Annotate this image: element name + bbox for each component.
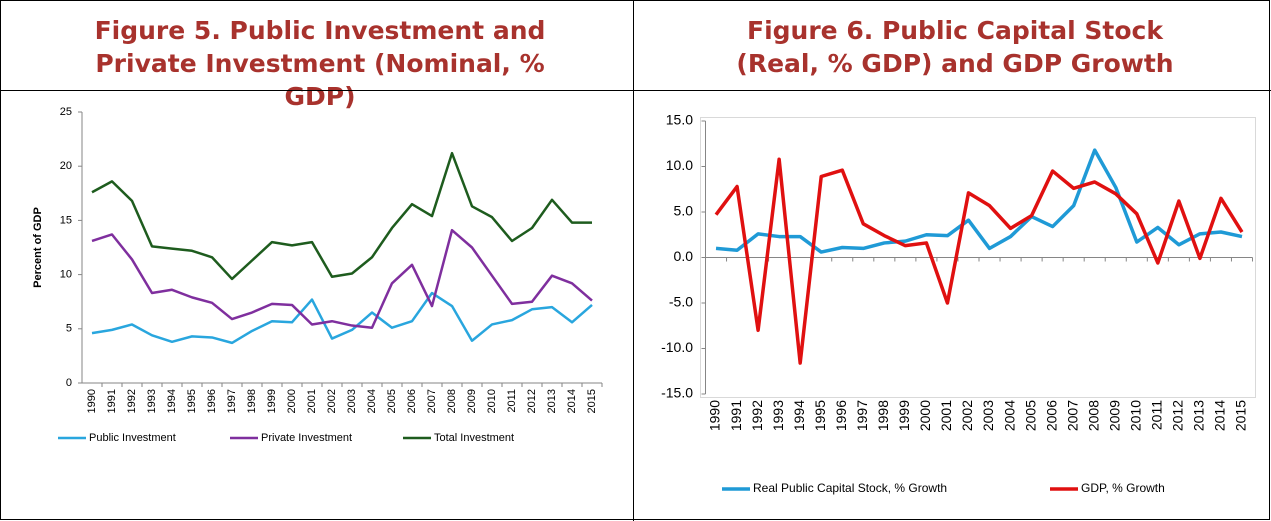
legend-label: Private Investment [261,432,352,444]
x-tick-label: 2009 [466,389,478,413]
x-tick-label: 2010 [1127,400,1143,431]
x-tick-label: 1994 [166,389,178,413]
legend-label: GDP, % Growth [1081,481,1165,495]
x-tick-label: 2006 [406,389,418,413]
x-tick-label: 1991 [106,389,118,413]
x-tick-label: 2012 [526,389,538,413]
x-tick-label: 1990 [707,400,723,431]
legend-label: Public Investment [89,432,176,444]
x-tick-label: 1995 [812,400,828,431]
x-tick-label: 2002 [959,400,975,431]
x-tick-label: 2003 [980,400,996,431]
y-tick-label: -15.0 [661,385,693,401]
x-tick-label: 2000 [917,400,933,431]
x-tick-label: 2006 [1043,400,1059,431]
x-tick-label: 2001 [938,400,954,431]
x-tick-label: 2002 [326,389,338,413]
series-line [91,291,593,345]
x-tick-label: 2008 [1085,400,1101,431]
y-tick-label: 15.0 [666,112,693,128]
x-tick-label: 2000 [286,389,298,413]
series-line [715,148,1243,254]
x-tick-label: 2014 [566,389,578,413]
x-tick-label: 2013 [546,389,558,413]
y-tick-label: 5.0 [674,203,694,219]
x-tick-label: 1998 [875,400,891,431]
x-tick-label: 1994 [791,400,807,431]
x-tick-label: 2004 [1001,400,1017,431]
legend-label: Total Investment [434,432,514,444]
plot-area [700,117,1256,398]
x-tick-label: 2004 [366,389,378,413]
x-tick-label: 2012 [1170,400,1186,431]
x-tick-label: 2015 [586,389,598,413]
y-tick-label: 5 [66,323,72,335]
x-tick-label: 1992 [749,400,765,431]
x-tick-label: 2011 [506,389,518,413]
x-tick-label: 1992 [126,389,138,413]
figure-title: Figure 6. Public Capital Stock (Real, % … [736,16,1174,78]
y-tick-label: 10.0 [666,157,693,173]
y-tick-label: 0 [66,377,72,389]
x-tick-label: 1993 [770,400,786,431]
x-tick-label: 2010 [486,389,498,413]
x-tick-label: 1993 [146,389,158,413]
x-tick-label: 2001 [306,389,318,413]
x-tick-label: 2003 [346,389,358,413]
x-tick-label: 1998 [246,389,258,413]
x-tick-label: 1997 [226,389,238,413]
figure-title: Figure 5. Public Investment and Private … [94,16,546,111]
x-tick-label: 2009 [1106,400,1122,431]
legend-label: Real Public Capital Stock, % Growth [753,481,947,495]
x-tick-label: 1995 [186,389,198,413]
series-line [91,228,593,329]
x-tick-label: 2007 [426,389,438,413]
y-tick-label: 10 [60,269,72,281]
x-tick-label: 2014 [1212,400,1228,431]
x-tick-label: 1999 [896,400,912,431]
x-tick-label: 1990 [86,389,98,413]
y-tick-label: 25 [60,106,72,118]
x-tick-label: 1991 [728,400,744,431]
x-tick-label: 2005 [386,389,398,413]
x-tick-label: 1996 [833,400,849,431]
series-line [91,151,592,281]
x-tick-label: 2015 [1233,400,1249,431]
y-tick-label: 20 [60,160,72,172]
y-tick-label: 15 [60,214,72,226]
y-axis-label: Percent of GDP [32,207,44,288]
y-tick-label: -10.0 [661,339,693,355]
x-tick-label: 2011 [1149,400,1165,430]
x-tick-label: 1999 [266,389,278,413]
x-tick-label: 1997 [854,400,870,431]
series-line [714,157,1244,365]
x-tick-label: 2008 [446,389,458,413]
x-tick-label: 2005 [1022,400,1038,431]
y-tick-label: -5.0 [669,294,693,310]
x-tick-label: 2007 [1064,400,1080,431]
y-tick-label: 0.0 [674,248,694,264]
x-tick-label: 2013 [1191,400,1207,431]
x-tick-label: 1996 [206,389,218,413]
